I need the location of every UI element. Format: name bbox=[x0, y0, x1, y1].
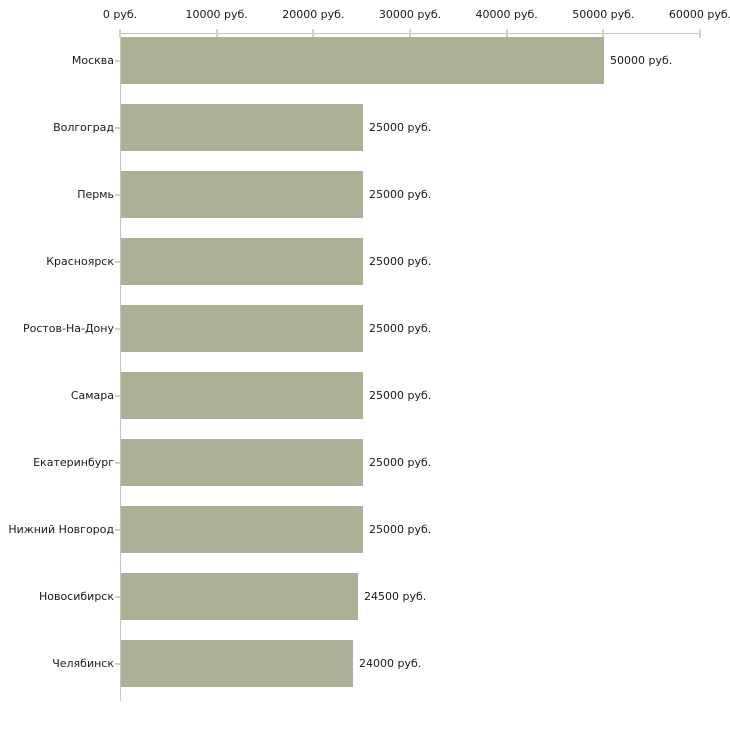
category-tick bbox=[115, 260, 120, 263]
x-axis-tick bbox=[699, 29, 701, 38]
x-axis-tick-label: 40000 руб. bbox=[475, 8, 538, 21]
x-axis-tick bbox=[312, 29, 315, 38]
category-tick bbox=[115, 193, 120, 196]
value-label: 25000 руб. bbox=[369, 522, 432, 536]
x-axis-tick bbox=[505, 29, 508, 38]
x-axis-tick bbox=[215, 29, 218, 38]
category-label: Челябинск bbox=[52, 656, 114, 670]
category-tick bbox=[115, 327, 120, 330]
category-label: Ростов-На-Дону bbox=[22, 321, 114, 335]
x-axis-tick-label: 10000 руб. bbox=[185, 8, 248, 21]
x-axis-tick bbox=[119, 29, 121, 38]
bar bbox=[121, 238, 363, 285]
bar bbox=[121, 439, 363, 486]
category-tick bbox=[115, 461, 120, 464]
x-axis-tick-label: 0 руб. bbox=[102, 8, 138, 21]
category-label: Пермь bbox=[77, 187, 114, 201]
x-axis-tick-label: 30000 руб. bbox=[378, 8, 442, 21]
category-tick bbox=[115, 662, 120, 665]
category-label: Самара bbox=[70, 388, 114, 402]
bar bbox=[121, 104, 363, 151]
category-tick bbox=[115, 126, 120, 129]
category-label: Нижний Новгород bbox=[8, 522, 114, 536]
bar bbox=[121, 171, 363, 218]
category-tick bbox=[115, 59, 120, 62]
value-label: 50000 руб. bbox=[610, 53, 673, 67]
x-axis-tick-label: 20000 руб. bbox=[282, 8, 345, 21]
value-label: 25000 руб. bbox=[369, 254, 432, 268]
category-tick bbox=[115, 528, 120, 531]
category-tick bbox=[115, 595, 120, 598]
bar bbox=[121, 372, 363, 419]
x-axis-tick-label: 60000 руб. bbox=[668, 8, 730, 21]
bar bbox=[121, 640, 353, 687]
category-label: Красноярск bbox=[46, 254, 114, 268]
x-axis-tick bbox=[602, 29, 605, 38]
bar bbox=[121, 506, 363, 553]
value-label: 24500 руб. bbox=[364, 589, 427, 603]
value-label: 24000 руб. bbox=[359, 656, 422, 670]
x-axis-tick-label: 50000 руб. bbox=[572, 8, 635, 21]
category-label: Москва bbox=[71, 53, 114, 67]
category-label: Екатеринбург bbox=[33, 455, 114, 469]
x-axis-tick bbox=[409, 29, 411, 38]
value-label: 25000 руб. bbox=[369, 187, 432, 201]
category-label: Новосибирск bbox=[38, 589, 114, 603]
value-label: 25000 руб. bbox=[369, 321, 432, 335]
y-axis-line bbox=[120, 33, 121, 701]
category-label: Волгоград bbox=[53, 120, 114, 134]
bar bbox=[121, 573, 358, 620]
value-label: 25000 руб. bbox=[369, 120, 432, 134]
category-tick bbox=[115, 394, 120, 397]
bar bbox=[121, 305, 363, 352]
bar bbox=[121, 37, 604, 84]
value-label: 25000 руб. bbox=[369, 455, 432, 469]
value-label: 25000 руб. bbox=[369, 388, 432, 402]
